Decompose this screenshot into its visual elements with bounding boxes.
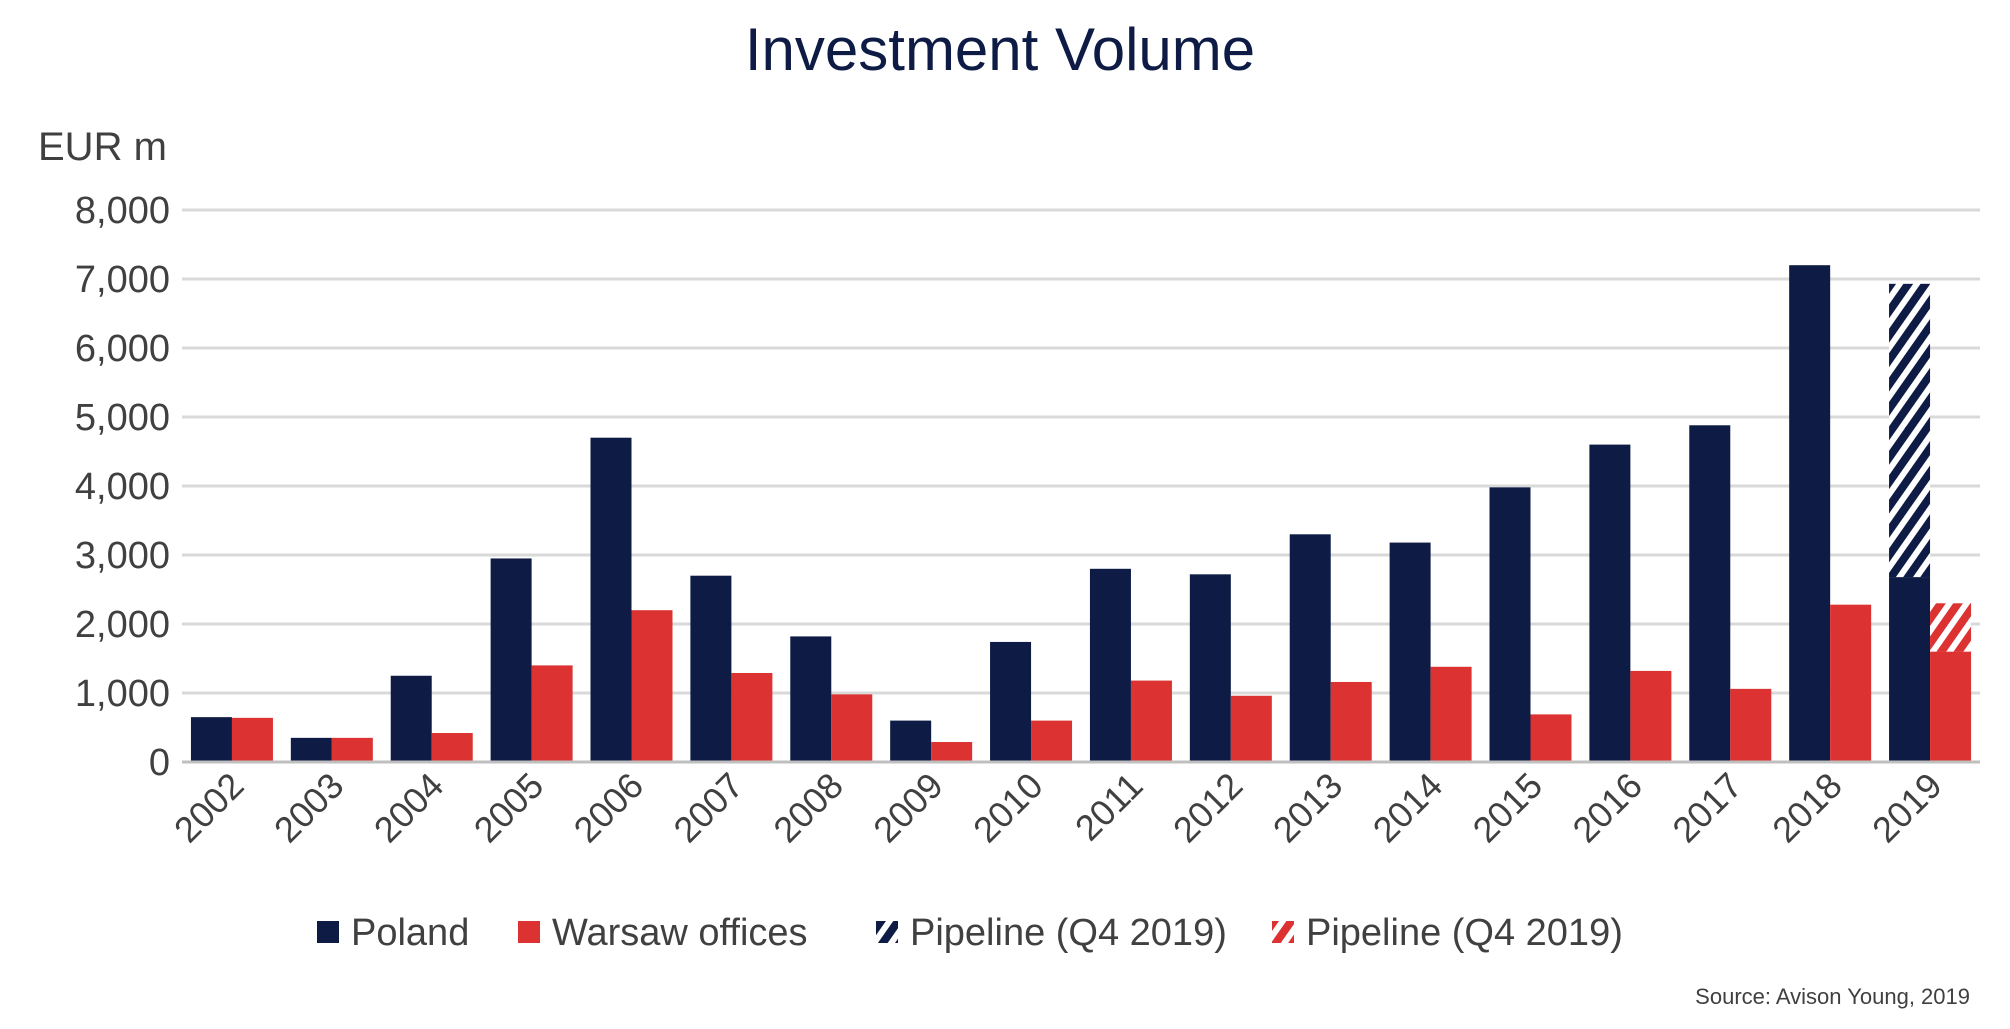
bar-poland	[890, 720, 932, 762]
y-axis-unit-label: EUR m	[38, 125, 167, 169]
bar-poland	[690, 575, 732, 762]
bar-warsaw-offices	[631, 610, 673, 762]
bar-poland	[1689, 425, 1731, 762]
x-tick-label: 2011	[1067, 765, 1151, 849]
legend: Poland Warsaw offices Pipeline (Q4 2019) Pi…	[317, 912, 1623, 954]
bar-poland	[290, 737, 332, 762]
legend-label: Pipeline (Q4 2019)	[910, 912, 1227, 954]
y-tick-label: 3,000	[75, 535, 170, 577]
bar-warsaw-offices	[531, 665, 573, 762]
y-tick-label: 1,000	[75, 673, 170, 715]
bar-poland	[1189, 574, 1231, 762]
bar-warsaw-offices	[931, 741, 973, 762]
x-tick-label: 2013	[1265, 765, 1351, 851]
bars	[190, 265, 1972, 762]
legend-label: Poland	[351, 912, 469, 954]
x-tick-label: 2018	[1764, 765, 1850, 851]
bar-poland	[1889, 577, 1931, 762]
x-tick-label: 2015	[1465, 765, 1551, 851]
bar-warsaw-offices	[1830, 604, 1872, 762]
legend-swatch	[1272, 921, 1294, 943]
legend-swatch	[876, 921, 898, 943]
source-note: Source: Avison Young, 2019	[1695, 984, 1970, 1009]
bar-poland	[1589, 444, 1631, 762]
x-tick-label: 2003	[266, 765, 352, 851]
y-tick-label: 6,000	[75, 328, 170, 370]
x-tick-label: 2019	[1864, 765, 1950, 851]
legend-swatch	[317, 921, 339, 943]
bar-poland	[390, 675, 432, 762]
legend-label: Pipeline (Q4 2019)	[1306, 912, 1623, 954]
bar-poland	[1289, 534, 1331, 762]
bar-poland	[490, 558, 532, 762]
bar-warsaw-offices	[831, 694, 873, 762]
bar-poland	[590, 437, 632, 762]
bar-poland	[1789, 265, 1831, 762]
y-tick-label: 8,000	[75, 190, 170, 232]
chart-title: Investment Volume	[745, 16, 1255, 83]
legend-swatch	[518, 921, 540, 943]
x-tick-label: 2010	[965, 765, 1051, 851]
bar-warsaw-offices	[1031, 720, 1073, 762]
x-tick-label: 2005	[466, 765, 552, 851]
bar-warsaw-offices	[1430, 666, 1472, 762]
gridlines	[182, 208, 1980, 695]
y-tick-label: 7,000	[75, 259, 170, 301]
bar-warsaw-offices	[331, 737, 373, 762]
bar-pipeline-poland	[1889, 283, 1931, 578]
bar-warsaw-offices	[1330, 681, 1372, 762]
x-tick-label: 2008	[765, 765, 851, 851]
y-tick-label: 4,000	[75, 466, 170, 508]
bar-poland	[1089, 568, 1131, 762]
bar-warsaw-offices	[731, 672, 773, 762]
bar-poland	[1389, 542, 1431, 762]
bar-warsaw-offices	[1530, 714, 1572, 762]
bar-warsaw-offices	[431, 733, 473, 762]
x-tick-label: 2007	[665, 765, 751, 851]
x-tick-label: 2002	[166, 765, 252, 851]
y-tick-label: 0	[149, 742, 170, 784]
y-axis-ticks: 0 1,000 2,000 3,000 4,000 5,000 6,000 7,000 8,00…	[75, 190, 170, 784]
x-tick-label: 2014	[1365, 765, 1451, 851]
bar-poland	[190, 717, 232, 762]
x-tick-label: 2004	[366, 765, 452, 851]
x-tick-label: 2006	[566, 765, 652, 851]
x-tick-label: 2017	[1664, 765, 1750, 851]
bar-warsaw-offices	[1630, 670, 1672, 762]
legend-label: Warsaw offices	[552, 912, 808, 954]
bar-pipeline-warsaw	[1930, 603, 1972, 652]
y-tick-label: 2,000	[75, 604, 170, 646]
bar-warsaw-offices	[1730, 688, 1772, 762]
y-tick-label: 5,000	[75, 397, 170, 439]
bar-poland	[1489, 487, 1531, 762]
x-tick-label: 2009	[865, 765, 951, 851]
bar-warsaw-offices	[1930, 651, 1972, 762]
bar-warsaw-offices	[1230, 695, 1272, 762]
bar-poland	[790, 636, 832, 762]
x-axis-ticks: 2002 2003 2004 2005 2006 2007 2008 2009 2010 2011…	[166, 765, 1950, 851]
bar-warsaw-offices	[231, 717, 273, 762]
x-tick-label: 2016	[1564, 765, 1650, 851]
x-tick-label: 2012	[1165, 765, 1251, 851]
bar-poland	[990, 641, 1032, 762]
bar-warsaw-offices	[1130, 680, 1172, 762]
